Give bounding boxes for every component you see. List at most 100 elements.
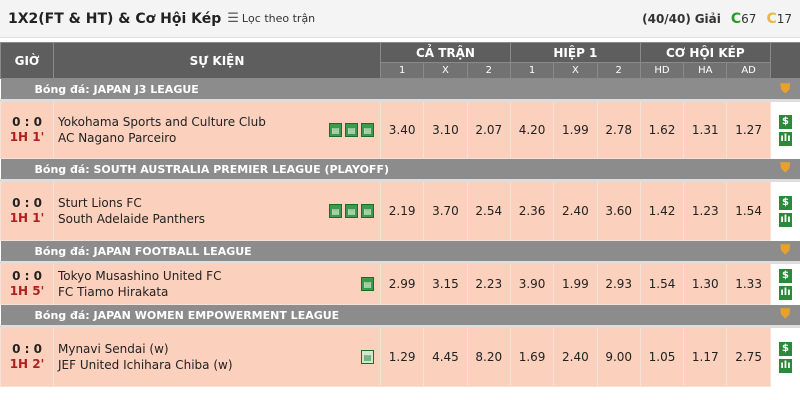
leagues-count: (40/40) <box>642 12 691 26</box>
odds-cell[interactable]: 2.19 <box>379 180 425 241</box>
dollar-icon[interactable]: $ <box>779 115 792 130</box>
league-row[interactable]: Bóng đá: SOUTH AUSTRALIA PREMIER LEAGUE … <box>0 158 800 182</box>
sort-filter-icon: ☰ <box>227 11 239 26</box>
odds-cell[interactable]: 2.78 <box>596 100 641 159</box>
odds-cell[interactable]: 3.60 <box>596 180 641 241</box>
stats-icon[interactable]: ▤ <box>361 350 374 364</box>
shield-icon[interactable]: ⛊ <box>780 307 791 323</box>
score: 0 : 0 <box>12 342 42 356</box>
match-row: 0 : 0 1H 1' Sturt Lions FC South Adelaide … <box>0 180 800 241</box>
odds-cell[interactable]: 2.54 <box>466 180 511 241</box>
upcoming-refresh[interactable]: C17 <box>766 11 792 27</box>
league-row[interactable]: Bóng đá: JAPAN WOMEN EMPOWERMENT LEAGUE ⛊ <box>0 304 800 328</box>
odds-cell[interactable]: 2.93 <box>596 262 641 305</box>
stats-icon[interactable]: ▤ <box>329 204 342 218</box>
odds-cell[interactable]: 1.33 <box>726 262 771 305</box>
away-team[interactable]: AC Nagano Parceiro <box>58 131 177 145</box>
league-name: Bóng đá: JAPAN J3 LEAGUE <box>0 78 771 102</box>
subcol-6: HD <box>639 62 685 79</box>
odds-cell[interactable]: 1.29 <box>379 326 425 387</box>
odds-cell[interactable]: 1.99 <box>553 100 598 159</box>
filter-by-match-button[interactable]: ☰ Lọc theo trận <box>227 11 315 26</box>
away-team[interactable]: FC Tiamo Hirakata <box>58 285 169 299</box>
shield-icon[interactable]: ⛊ <box>780 243 791 259</box>
leagues-selector[interactable]: (40/40) Giải <box>642 12 721 26</box>
live-view-icon[interactable]: ▤ <box>361 123 374 137</box>
odds-cell[interactable]: 1.05 <box>639 326 685 387</box>
odds-cell[interactable]: 1.27 <box>726 100 771 159</box>
score: 0 : 0 <box>12 269 42 283</box>
chart-icon[interactable]: ılı <box>779 132 792 147</box>
odds-cell[interactable]: 3.70 <box>423 180 468 241</box>
subcol-8: AD <box>726 62 771 79</box>
odds-cell[interactable]: 1.62 <box>639 100 685 159</box>
odds-cell[interactable]: 1.23 <box>683 180 728 241</box>
odds-cell[interactable]: 1.69 <box>509 326 555 387</box>
odds-cell[interactable]: 3.40 <box>379 100 425 159</box>
odds-cell[interactable]: 2.40 <box>553 180 598 241</box>
subcol-5: 2 <box>596 62 641 79</box>
odds-cell[interactable]: 2.23 <box>466 262 511 305</box>
odds-cell[interactable]: 3.10 <box>423 100 468 159</box>
home-team[interactable]: Mynavi Sendai (w) <box>58 342 169 356</box>
odds-cell[interactable]: 1.54 <box>726 180 771 241</box>
odds-cell[interactable]: 1.99 <box>553 262 598 305</box>
odds-cell[interactable]: 9.00 <box>596 326 641 387</box>
match-clock: 1H 5' <box>9 284 45 298</box>
odds-cell[interactable]: 8.20 <box>466 326 511 387</box>
match-clock: 1H 2' <box>9 357 45 371</box>
col-extra <box>769 42 800 79</box>
filter-label: Lọc theo trận <box>241 12 316 25</box>
dollar-icon[interactable]: $ <box>779 196 792 211</box>
odds-cell[interactable]: 2.75 <box>726 326 771 387</box>
score: 0 : 0 <box>12 196 42 210</box>
upcoming-count: 17 <box>776 12 792 26</box>
match-row: 0 : 0 1H 5' Tokyo Musashino United FC FC T… <box>0 262 800 305</box>
tv-icon[interactable]: ▤ <box>345 123 358 137</box>
match-clock: 1H 1' <box>9 211 45 225</box>
dollar-icon[interactable]: $ <box>779 269 792 284</box>
league-row[interactable]: Bóng đá: JAPAN FOOTBALL LEAGUE ⛊ <box>0 240 800 264</box>
odds-cell[interactable]: 4.45 <box>423 326 468 387</box>
refresh-green-icon: C <box>730 11 742 27</box>
odds-cell[interactable]: 3.90 <box>509 262 555 305</box>
league-row[interactable]: Bóng đá: JAPAN J3 LEAGUE ⛊ <box>0 78 800 102</box>
chart-icon[interactable]: ılı <box>779 213 792 228</box>
chart-icon[interactable]: ılı <box>779 286 792 301</box>
odds-cell[interactable]: 1.42 <box>639 180 685 241</box>
refresh-orange-icon: C <box>766 11 777 27</box>
shield-icon[interactable]: ⛊ <box>780 161 791 177</box>
home-team[interactable]: Tokyo Musashino United FC <box>58 269 222 283</box>
stats-icon[interactable]: ▤ <box>361 277 374 291</box>
away-team[interactable]: South Adelaide Panthers <box>58 212 206 226</box>
subcol-7: HA <box>683 62 728 79</box>
live-view-icon[interactable]: ▤ <box>361 204 374 218</box>
tv-icon[interactable]: ▤ <box>345 204 358 218</box>
live-refresh[interactable]: C67 <box>731 11 757 27</box>
col-event: SỰ KIỆN <box>53 42 381 79</box>
odds-cell[interactable]: 2.07 <box>466 100 511 159</box>
odds-cell[interactable]: 1.30 <box>683 262 728 305</box>
chart-icon[interactable]: ılı <box>779 359 792 374</box>
shield-icon[interactable]: ⛊ <box>780 81 791 97</box>
home-team[interactable]: Yokohama Sports and Culture Club <box>58 115 266 129</box>
subcol-1: X <box>423 62 468 79</box>
odds-cell[interactable]: 1.17 <box>683 326 728 387</box>
subcol-3: 1 <box>509 62 555 79</box>
odds-cell[interactable]: 4.20 <box>509 100 555 159</box>
odds-cell[interactable]: 1.31 <box>683 100 728 159</box>
page-title: 1X2(FT & HT) & Cơ Hội Kép <box>8 10 222 27</box>
top-bar: 1X2(FT & HT) & Cơ Hội Kép ☰ Lọc theo trận… <box>0 0 800 38</box>
odds-cell[interactable]: 3.15 <box>423 262 468 305</box>
home-team[interactable]: Sturt Lions FC <box>58 196 142 210</box>
away-team[interactable]: JEF United Ichihara Chiba (w) <box>58 358 233 372</box>
odds-cell[interactable]: 2.99 <box>379 262 425 305</box>
leagues-label: Giải <box>694 12 721 26</box>
odds-cell[interactable]: 2.36 <box>509 180 555 241</box>
dollar-icon[interactable]: $ <box>779 342 792 357</box>
odds-cell[interactable]: 2.40 <box>553 326 598 387</box>
league-name: Bóng đá: JAPAN FOOTBALL LEAGUE <box>0 240 771 264</box>
odds-cell[interactable]: 1.54 <box>639 262 685 305</box>
stats-icon[interactable]: ▤ <box>329 123 342 137</box>
